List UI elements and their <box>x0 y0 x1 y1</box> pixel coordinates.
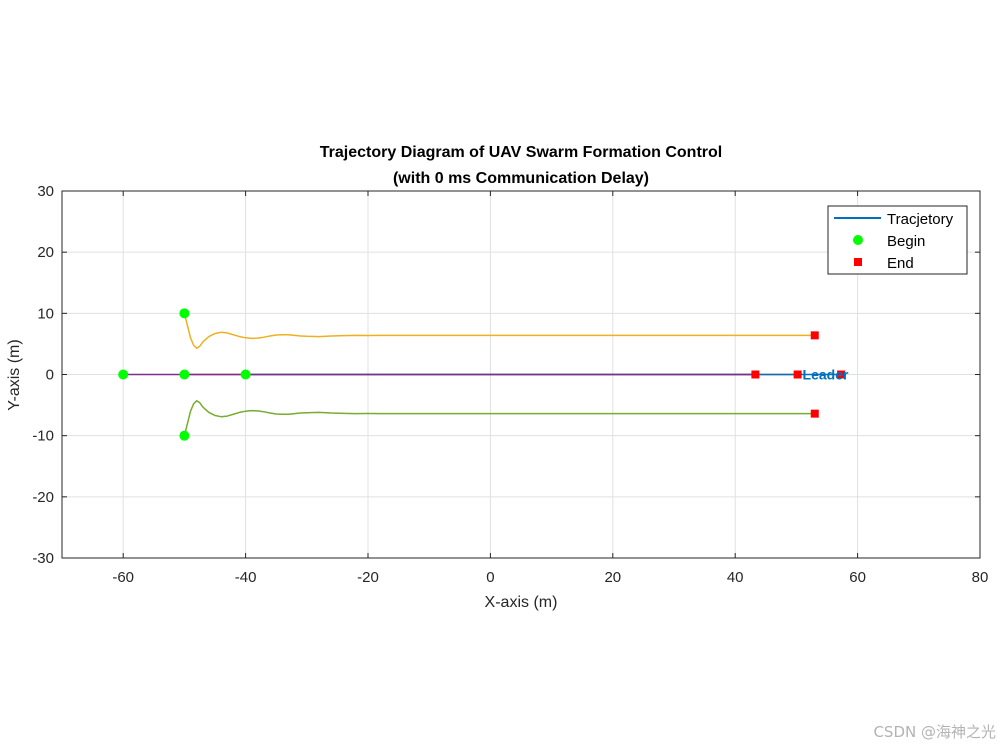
legend-square-swatch <box>854 258 862 266</box>
x-tick-label: 60 <box>849 569 866 586</box>
trajectory-line-1 <box>183 313 815 349</box>
tick-labels: -60 -40 -20 0 20 40 60 80 -30 -20 -10 0 10 20 30 <box>32 183 988 586</box>
legend-label-end: End <box>887 255 914 272</box>
y-tick-label: 10 <box>37 305 54 322</box>
y-tick-label: 30 <box>37 183 54 200</box>
y-tick-label: -30 <box>32 550 54 567</box>
legend-label-trajectory: Tracjetory <box>887 211 954 228</box>
end-marker <box>837 370 846 379</box>
end-marker <box>810 409 819 418</box>
x-tick-label: 80 <box>972 569 989 586</box>
end-marker <box>810 331 819 340</box>
y-axis-label: Y-axis (m) <box>6 339 23 410</box>
end-marker <box>793 370 802 379</box>
y-tick-label: 20 <box>37 244 54 261</box>
x-tick-label: 20 <box>604 569 621 586</box>
begin-marker <box>179 308 190 319</box>
y-tick-label: 0 <box>46 367 54 384</box>
begin-marker <box>179 430 190 441</box>
y-tick-label: -10 <box>32 428 54 445</box>
begin-marker <box>118 369 129 380</box>
end-marker <box>751 370 760 379</box>
axis-ticks <box>62 190 981 559</box>
x-axis-label: X-axis (m) <box>485 594 558 611</box>
chart-title-line-2: (with 0 ms Communication Delay) <box>393 170 649 187</box>
x-tick-label: 0 <box>486 569 494 586</box>
x-tick-label: 40 <box>727 569 744 586</box>
legend-label-begin: Begin <box>887 233 925 250</box>
trajectory-line-2 <box>183 400 815 436</box>
trajectory-lines <box>123 313 842 436</box>
chart-title-line-1: Trajectory Diagram of UAV Swarm Formatio… <box>320 144 722 161</box>
y-tick-label: -20 <box>32 489 54 506</box>
legend: Tracjetory Begin End <box>827 205 968 275</box>
legend-circle-swatch <box>853 235 863 245</box>
csdn-watermark: CSDN @海神之光 <box>873 723 996 741</box>
begin-marker <box>240 369 251 380</box>
point-markers <box>118 308 846 441</box>
x-tick-label: -20 <box>357 569 379 586</box>
leader-annotation: Leader <box>803 366 849 382</box>
begin-marker <box>179 369 190 380</box>
x-tick-label: -60 <box>112 569 134 586</box>
x-tick-label: -40 <box>235 569 257 586</box>
